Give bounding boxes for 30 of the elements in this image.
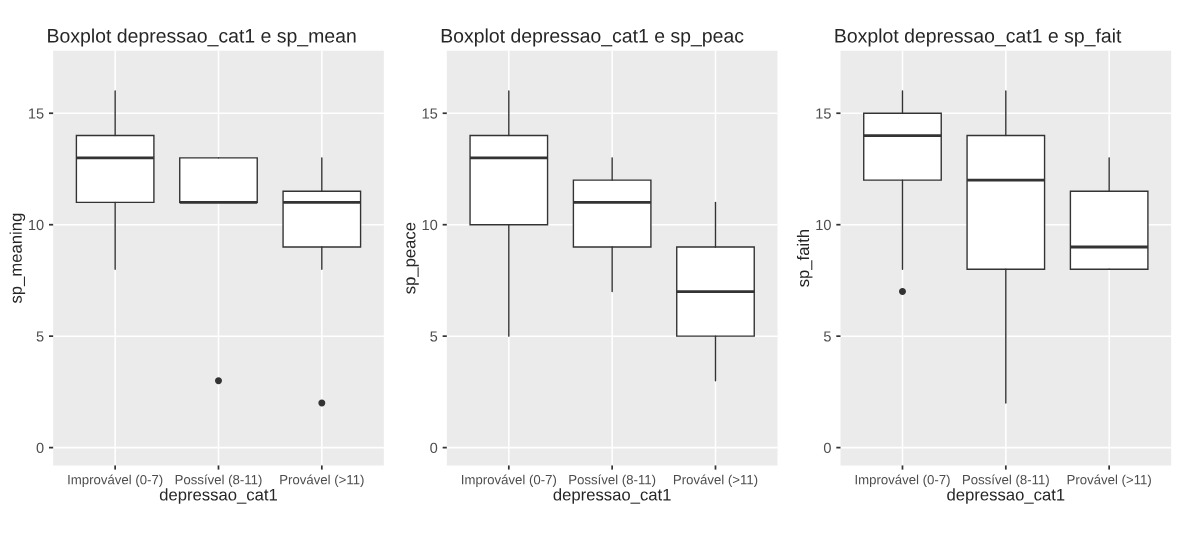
- y-axis-title: sp_meaning: [9, 213, 26, 304]
- y-tick-label: 15: [422, 108, 438, 119]
- y-axis-title: sp_peace: [406, 222, 419, 294]
- x-tick-label: Provável (>11): [280, 474, 364, 487]
- x-axis-title: depressao_cat1: [947, 488, 1065, 504]
- x-tick-label: Improvável (0-7): [68, 474, 163, 487]
- y-tick-label: 10: [816, 219, 831, 231]
- x-tick-label: Improvável (0-7): [462, 474, 557, 487]
- x-tick-label: Improvável (0-7): [855, 474, 950, 487]
- y-tick-label: 0: [36, 442, 44, 454]
- chart-title: Boxplot depressao_cat1 e sp_fait: [835, 28, 1122, 47]
- y-tick-label: 10: [29, 219, 44, 231]
- y-tick-label: 5: [823, 331, 831, 342]
- y-axis-title: sp_faith: [796, 230, 813, 287]
- y-tick-label: 15: [816, 108, 831, 119]
- chart-title: Boxplot depressao_cat1 e sp_mean: [48, 28, 356, 47]
- x-tick-label: Possível (8-11): [175, 474, 262, 487]
- y-tick-label: 0: [430, 442, 438, 454]
- x-tick-label: Provável (>11): [1067, 474, 1151, 487]
- chart-title: Boxplot depressao_cat1 e sp_peac: [441, 28, 744, 47]
- y-tick-label: 0: [823, 442, 831, 454]
- y-tick-label: 5: [430, 331, 438, 342]
- x-tick-label: Provável (>11): [673, 474, 758, 487]
- y-tick-label: 5: [36, 331, 44, 342]
- x-tick-label: Possível (8-11): [569, 474, 656, 487]
- x-axis-title: depressao_cat1: [553, 488, 671, 504]
- y-tick-label: 10: [422, 219, 438, 231]
- x-tick-label: Possível (8-11): [963, 474, 1049, 487]
- y-tick-label: 15: [29, 108, 44, 119]
- x-axis-title: depressao_cat1: [159, 488, 277, 504]
